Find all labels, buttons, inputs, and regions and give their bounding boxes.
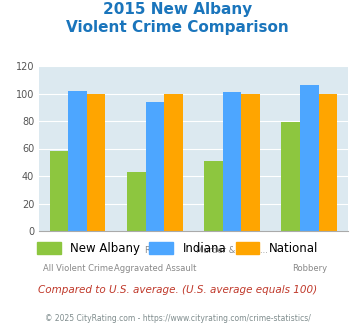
Bar: [146, 102, 164, 231]
Text: All Violent Crime: All Violent Crime: [43, 264, 113, 273]
Bar: [50, 151, 69, 231]
Bar: [164, 93, 183, 231]
Text: © 2025 CityRating.com - https://www.cityrating.com/crime-statistics/: © 2025 CityRating.com - https://www.city…: [45, 314, 310, 323]
Bar: [69, 91, 87, 231]
Text: Robbery: Robbery: [292, 264, 327, 273]
Bar: [87, 93, 105, 231]
Bar: [300, 85, 318, 231]
Text: Aggravated Assault: Aggravated Assault: [114, 264, 196, 273]
Bar: [127, 172, 146, 231]
Text: Violent Crime Comparison: Violent Crime Comparison: [66, 20, 289, 35]
Bar: [223, 92, 241, 231]
Bar: [241, 93, 260, 231]
Text: Rape: Rape: [144, 246, 166, 255]
Bar: [282, 122, 300, 231]
Bar: [204, 161, 223, 231]
Text: Murder & Mans...: Murder & Mans...: [196, 246, 268, 255]
Legend: New Albany, Indiana, National: New Albany, Indiana, National: [32, 237, 323, 260]
Bar: [318, 93, 337, 231]
Text: Compared to U.S. average. (U.S. average equals 100): Compared to U.S. average. (U.S. average …: [38, 285, 317, 295]
Text: 2015 New Albany: 2015 New Albany: [103, 2, 252, 16]
